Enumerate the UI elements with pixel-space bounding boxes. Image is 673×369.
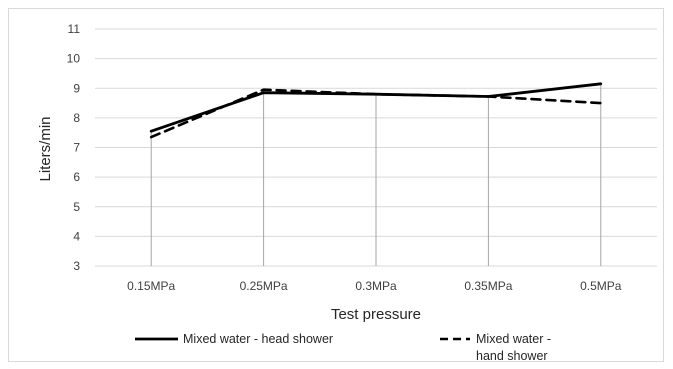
x-tick-label: 0.3MPa	[355, 279, 397, 293]
y-tick-label: 3	[73, 259, 80, 273]
series-line-head-shower	[149, 82, 603, 133]
y-axis-title: Liters/min	[37, 116, 54, 181]
y-tick-label: 8	[73, 111, 80, 125]
legend-label: Mixed water - head shower	[183, 332, 333, 346]
x-tick-label: 0.35MPa	[464, 279, 512, 293]
y-tick-label: 4	[73, 229, 80, 243]
drop-lines	[150, 83, 602, 266]
chart-frame	[8, 8, 664, 362]
y-tick-label: 10	[67, 52, 81, 66]
x-axis-ticks: 0.15MPa 0.25MPa 0.3MPa 0.35MPa 0.5MPa	[127, 279, 622, 293]
legend: Mixed water - head shower Mixed water - ha…	[135, 332, 551, 363]
x-tick-label: 0.25MPa	[240, 279, 288, 293]
y-tick-label: 9	[73, 81, 80, 95]
legend-label: hand shower	[476, 349, 548, 363]
series-lines	[149, 82, 603, 139]
y-tick-label: 5	[73, 200, 80, 214]
y-tick-label: 7	[73, 141, 80, 155]
y-axis-ticks: 3 4 5 6 7 8 9 10 11	[67, 22, 81, 273]
y-tick-label: 6	[73, 170, 80, 184]
y-tick-label: 11	[68, 22, 81, 36]
x-tick-label: 0.15MPa	[127, 279, 175, 293]
x-axis-title: Test pressure	[331, 306, 421, 323]
x-tick-label: 0.5MPa	[580, 279, 622, 293]
legend-label: Mixed water -	[476, 332, 551, 346]
